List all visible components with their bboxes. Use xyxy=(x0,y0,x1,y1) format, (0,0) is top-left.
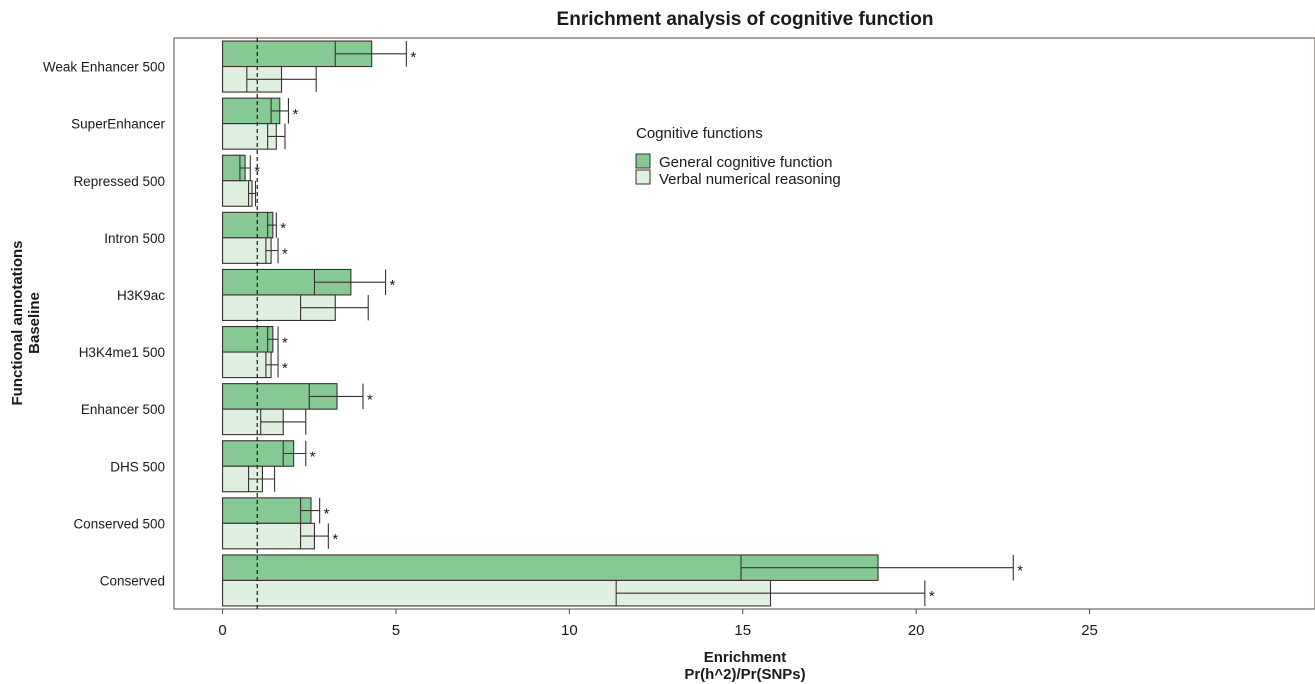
bars-layer: ************** xyxy=(222,38,1023,609)
y-axis-label-line2: Baseline xyxy=(26,292,43,354)
significance-marker-h3k4me1-500-general: * xyxy=(282,334,288,351)
category-label: SuperEnhancer xyxy=(71,117,165,132)
significance-marker-superenhancer-general: * xyxy=(292,106,298,123)
chart-title: Enrichment analysis of cognitive functio… xyxy=(557,9,934,30)
significance-marker-intron-500-verbal: * xyxy=(282,246,288,263)
category-label: Intron 500 xyxy=(104,231,165,246)
significance-marker-intron-500-general: * xyxy=(280,220,286,237)
x-axis-label-line2: Pr(h^2)/Pr(SNPs) xyxy=(684,666,805,683)
category-label: Conserved xyxy=(100,573,165,588)
x-axis-ticks: 0 5 10 15 20 25 xyxy=(218,609,1098,639)
significance-marker-conserved-500-verbal: * xyxy=(332,531,338,548)
significance-marker-h3k4me1-500-verbal: * xyxy=(282,360,288,377)
category-label: Conserved 500 xyxy=(73,516,165,531)
x-tick-label: 0 xyxy=(218,622,226,639)
x-tick-label: 10 xyxy=(561,622,578,639)
y-axis-categories: Weak Enhancer 500 SuperEnhancer Repressed … xyxy=(43,60,166,589)
bar-h3k4me1-500-general xyxy=(222,325,274,353)
plot-area xyxy=(173,37,1315,610)
category-label: H3K4me1 500 xyxy=(79,345,165,360)
x-tick-label: 5 xyxy=(392,622,400,639)
bar-intron-500-verbal xyxy=(222,237,272,264)
legend-swatch-verbal xyxy=(635,169,651,185)
legend-label-verbal: Verbal numerical reasoning xyxy=(659,171,841,188)
legend-swatch-general xyxy=(635,153,651,169)
legend-title: Cognitive functions xyxy=(636,125,763,142)
bar-repressed-500-verbal xyxy=(222,180,253,207)
x-axis-label-line1: Enrichment xyxy=(704,649,787,666)
bar-h3k4me1-500-verbal xyxy=(222,351,272,379)
significance-marker-weak-enhancer-500-general: * xyxy=(410,49,416,66)
significance-marker-conserved-500-general: * xyxy=(324,506,330,523)
category-label: Weak Enhancer 500 xyxy=(43,60,165,75)
legend: Cognitive functions General cognitive fu… xyxy=(635,125,841,188)
bar-intron-500-general xyxy=(222,211,274,239)
bar-conserved-500-verbal xyxy=(222,522,316,550)
category-label: H3K9ac xyxy=(117,288,165,303)
bar-conserved-500-general xyxy=(222,497,312,524)
significance-marker-dhs-500-general: * xyxy=(310,449,316,466)
significance-marker-conserved-verbal: * xyxy=(929,588,935,605)
significance-marker-h3k9ac-general: * xyxy=(390,277,396,294)
significance-marker-enhancer-500-general: * xyxy=(367,391,373,408)
x-tick-label: 15 xyxy=(734,622,751,639)
legend-label-general: General cognitive function xyxy=(659,154,832,171)
significance-marker-conserved-general: * xyxy=(1017,563,1023,580)
y-axis-label-line1: Functional annotations xyxy=(9,241,26,406)
x-tick-label: 25 xyxy=(1081,622,1098,639)
category-label: Repressed 500 xyxy=(73,174,165,189)
category-label: Enhancer 500 xyxy=(81,402,165,417)
x-tick-label: 20 xyxy=(908,622,925,639)
bar-superenhancer-general xyxy=(222,97,281,125)
category-label: DHS 500 xyxy=(110,459,165,474)
